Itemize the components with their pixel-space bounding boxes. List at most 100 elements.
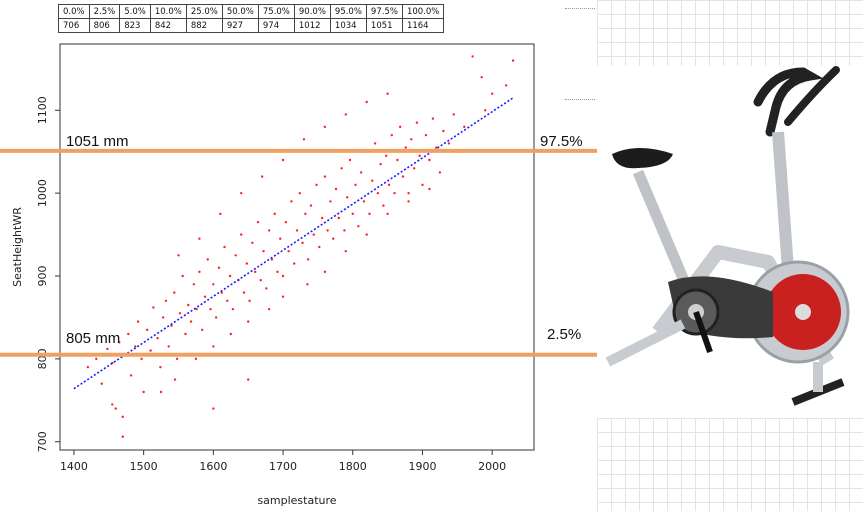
data-point — [159, 365, 162, 369]
data-point — [421, 183, 424, 187]
reference-lines — [0, 148, 597, 357]
data-point — [290, 200, 293, 203]
data-point — [396, 158, 399, 162]
x-tick-label: 2000 — [478, 460, 506, 473]
data-point — [401, 175, 405, 178]
data-point — [332, 237, 335, 240]
handlebar-right — [784, 66, 840, 126]
data-point — [177, 254, 180, 257]
data-point — [106, 347, 109, 351]
data-point — [452, 113, 456, 116]
data-point — [329, 200, 332, 203]
data-point — [326, 229, 329, 232]
data-point — [247, 378, 250, 381]
data-point — [302, 138, 306, 141]
data-point — [142, 390, 145, 394]
upper-percentile-label: 97.5% — [540, 133, 583, 150]
data-point — [393, 191, 396, 195]
data-point — [376, 191, 380, 195]
data-point — [145, 328, 149, 332]
data-point — [231, 307, 235, 311]
data-point — [134, 345, 137, 348]
data-point — [428, 158, 431, 162]
data-point — [382, 204, 385, 207]
data-point — [256, 220, 260, 224]
data-point — [344, 113, 347, 116]
data-point — [212, 407, 215, 410]
data-point — [198, 237, 201, 240]
data-point — [357, 225, 360, 228]
data-point — [281, 274, 285, 278]
percentile-table: 0.0% 2.5% 5.0% 10.0% 25.0% 50.0% 75.0% 9… — [58, 4, 445, 33]
x-tick-label: 1600 — [199, 460, 227, 473]
pedal-arm — [693, 311, 713, 353]
data-point — [86, 365, 90, 369]
data-point — [348, 158, 352, 162]
data-point — [387, 183, 391, 187]
data-point — [447, 142, 451, 145]
data-point — [373, 142, 377, 145]
data-point — [194, 357, 198, 361]
data-point — [121, 435, 124, 438]
data-point — [354, 183, 357, 187]
data-point — [206, 258, 209, 261]
x-tick-label: 1700 — [269, 460, 297, 473]
flywheel-hub — [795, 304, 811, 320]
data-point — [217, 266, 221, 269]
data-point — [248, 299, 251, 303]
data-point — [201, 328, 204, 332]
data-point — [187, 303, 190, 307]
y-tick-label: 1000 — [36, 179, 49, 207]
data-point — [228, 274, 232, 278]
data-point — [415, 121, 419, 124]
dotted-divider — [565, 99, 595, 100]
data-point — [359, 171, 363, 174]
data-point — [127, 332, 130, 336]
upper-value-label: 1051 mm — [66, 133, 129, 150]
data-point — [362, 200, 366, 203]
data-point — [284, 220, 288, 224]
data-point — [410, 138, 413, 141]
x-tick-label: 1800 — [339, 460, 367, 473]
data-point — [189, 320, 193, 323]
data-point — [484, 109, 487, 112]
data-point — [226, 299, 229, 303]
data-point — [240, 191, 243, 195]
data-point — [318, 245, 321, 249]
data-point — [345, 196, 349, 199]
data-point — [344, 249, 347, 253]
data-point — [323, 175, 327, 178]
data-point — [175, 357, 179, 361]
data-point — [315, 183, 318, 187]
data-point — [164, 299, 168, 303]
data-point — [312, 233, 315, 236]
table-cell: 1164 — [401, 18, 445, 33]
data-point — [293, 262, 296, 265]
data-point — [209, 307, 212, 311]
data-point — [438, 171, 442, 174]
data-point — [511, 59, 515, 62]
data-point — [152, 306, 155, 309]
data-point — [167, 345, 170, 348]
data-point — [379, 162, 382, 166]
data-point — [114, 407, 117, 410]
data-point — [223, 245, 226, 249]
exercise-bike-image — [605, 66, 850, 406]
data-point — [212, 283, 215, 286]
data-point — [418, 154, 421, 158]
data-point — [463, 125, 466, 129]
data-point — [404, 146, 407, 149]
data-point — [234, 254, 237, 257]
lower-value-label: 805 mm — [66, 330, 121, 347]
data-point — [301, 241, 304, 245]
y-tick-label: 700 — [36, 431, 49, 452]
scatter-chart: 1400 1500 1600 1700 1800 1900 2000 70080090010… — [11, 43, 535, 507]
x-tick-label: 1500 — [130, 460, 158, 473]
data-point — [351, 212, 354, 216]
data-point — [281, 158, 285, 162]
x-tick-label: 1900 — [408, 460, 436, 473]
data-point — [251, 241, 254, 245]
data-point — [309, 204, 313, 207]
data-point — [184, 332, 187, 336]
data-point — [368, 212, 371, 216]
